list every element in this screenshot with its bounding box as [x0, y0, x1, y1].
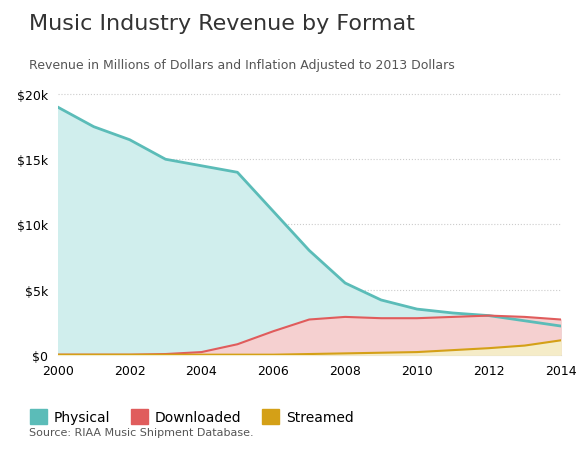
Text: Source: RIAA Music Shipment Database.: Source: RIAA Music Shipment Database. [29, 427, 254, 437]
Legend: Physical, Downloaded, Streamed: Physical, Downloaded, Streamed [24, 404, 359, 430]
Text: Revenue in Millions of Dollars and Inflation Adjusted to 2013 Dollars: Revenue in Millions of Dollars and Infla… [29, 59, 455, 72]
Text: Music Industry Revenue by Format: Music Industry Revenue by Format [29, 14, 415, 34]
